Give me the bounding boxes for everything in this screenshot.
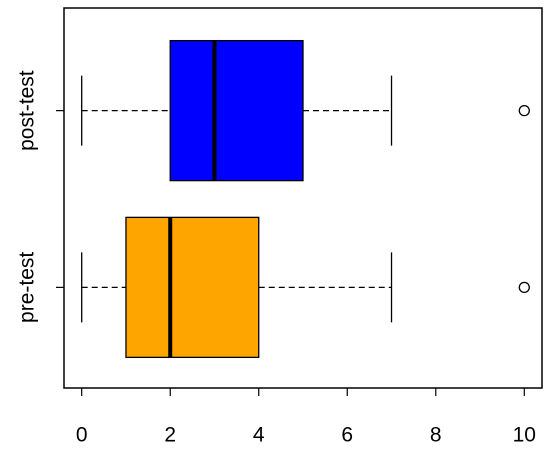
box: [169, 39, 304, 182]
x-tick-label: 2: [164, 424, 176, 447]
outlier: [518, 104, 530, 117]
x-tick-label: 0: [76, 424, 88, 447]
x-tick-label: 10: [513, 424, 536, 447]
x-tick-label: 8: [430, 424, 442, 447]
y-tick-label: post-test: [16, 70, 39, 151]
plot-frame: [63, 7, 543, 389]
outlier: [518, 281, 530, 294]
y-tick-label: pre-test: [16, 252, 39, 323]
x-tick-label: 4: [253, 424, 265, 447]
x-tick-label: 6: [341, 424, 353, 447]
box: [125, 216, 260, 359]
